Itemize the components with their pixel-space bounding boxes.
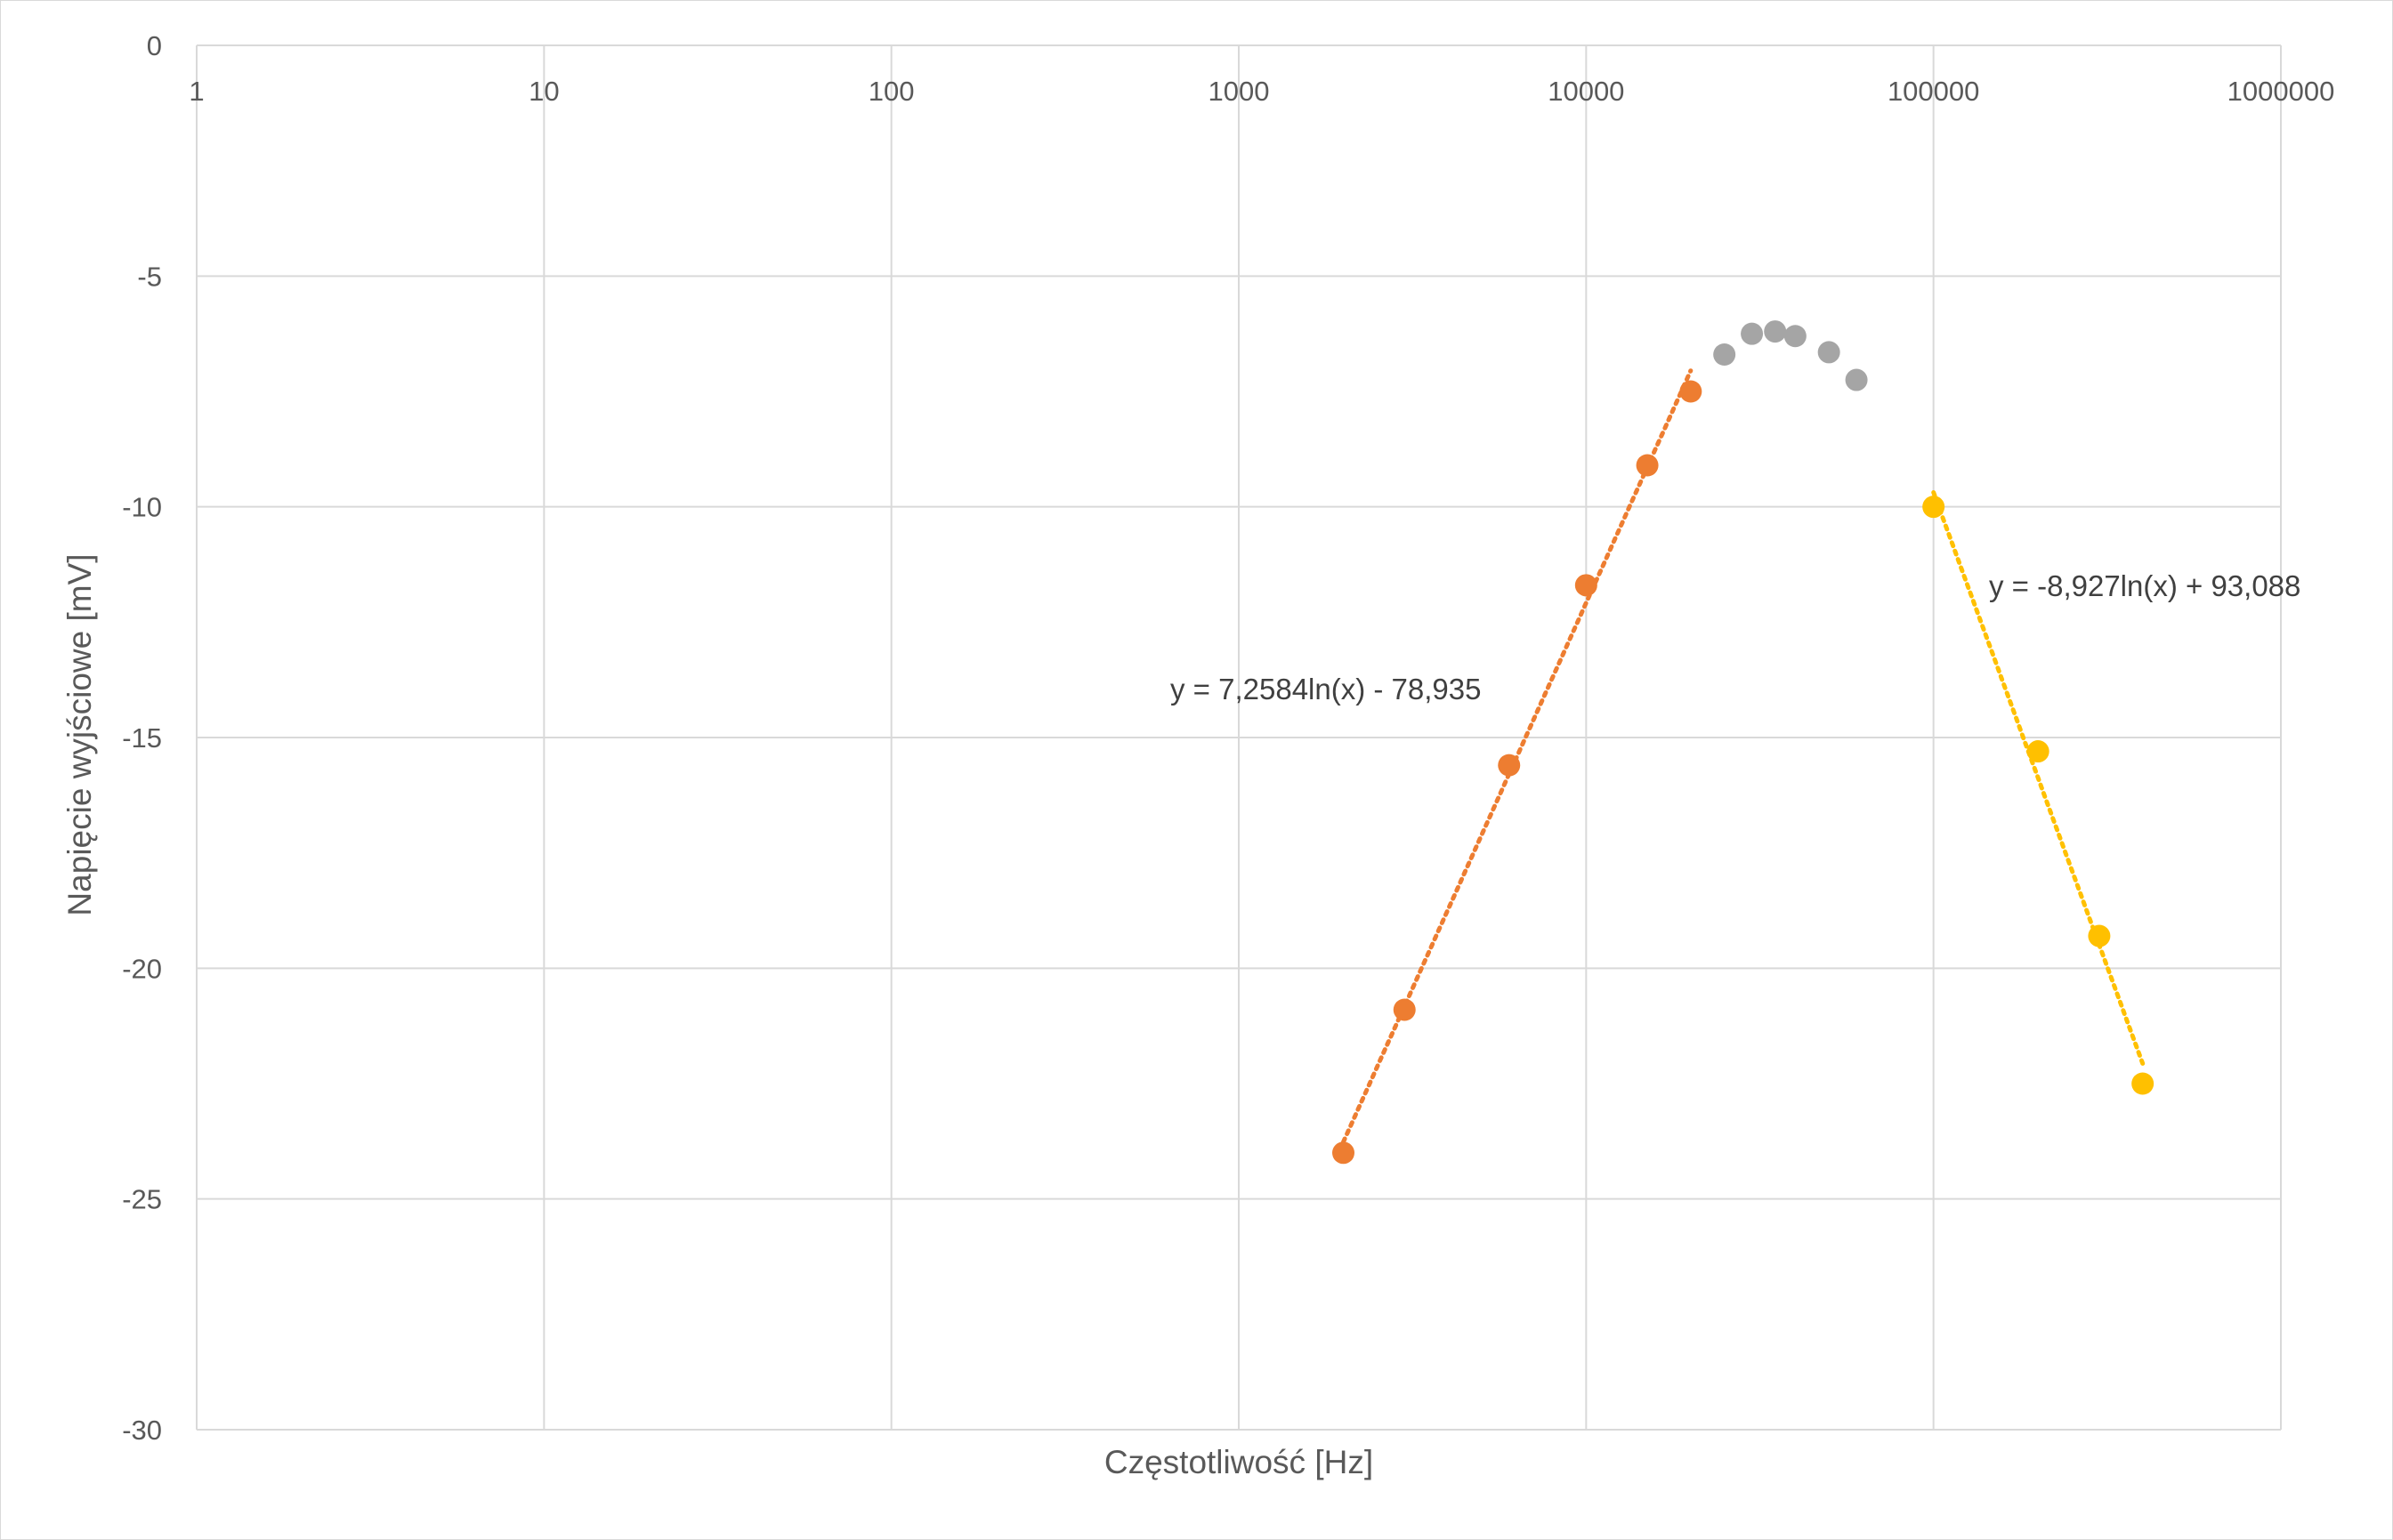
data-points — [1332, 320, 2155, 1165]
data-point-series-0 — [1574, 574, 1597, 597]
data-point-series-0 — [1498, 754, 1521, 777]
data-point-series-1 — [1741, 322, 1764, 345]
trendline-equation-yellow: y = -8,927ln(x) + 93,088 — [1989, 569, 2300, 602]
trendline-series-0 — [1341, 368, 1694, 1145]
trendline-equation-orange: y = 7,2584ln(x) - 78,935 — [1170, 673, 1481, 705]
data-point-series-0 — [1332, 1141, 1355, 1165]
data-point-series-2 — [2026, 740, 2049, 763]
y-tick-label: -25 — [122, 1184, 162, 1215]
y-tick-label: -20 — [122, 953, 162, 984]
data-point-series-2 — [2088, 924, 2111, 947]
x-tick-label: 1000000 — [2227, 76, 2335, 107]
data-point-series-1 — [1764, 320, 1787, 343]
x-tick-label: 1000 — [1209, 76, 1270, 107]
x-axis-title: Częstotliwość [Hz] — [1104, 1444, 1373, 1480]
x-tick-label: 100 — [869, 76, 915, 107]
gridlines — [196, 44, 2282, 1431]
data-point-series-0 — [1679, 380, 1702, 403]
data-point-series-1 — [1845, 368, 1868, 391]
x-tick-label: 1 — [189, 76, 204, 107]
tick-labels: 1 10 100 1000 10000 100000 1000000 0 -5 -10 -15 -20… — [122, 30, 2334, 1446]
data-point-series-2 — [2131, 1072, 2155, 1095]
y-tick-label: -30 — [122, 1415, 162, 1446]
y-tick-label: 0 — [147, 30, 162, 61]
y-tick-label: -10 — [122, 492, 162, 523]
data-point-series-1 — [1713, 343, 1736, 367]
data-point-series-0 — [1636, 454, 1659, 477]
x-tick-label: 100000 — [1888, 76, 1979, 107]
trendline-series-2 — [1931, 490, 2146, 1066]
y-tick-label: -5 — [137, 261, 162, 292]
trendlines — [1341, 368, 2146, 1145]
x-tick-label: 10000 — [1548, 76, 1624, 107]
y-axis-title: Napięcie wyjściowe [mV] — [61, 553, 98, 915]
data-point-series-2 — [1922, 496, 1945, 519]
x-tick-label: 10 — [529, 76, 559, 107]
data-point-series-0 — [1393, 998, 1416, 1021]
data-point-series-1 — [1817, 341, 1840, 364]
y-tick-label: -15 — [122, 722, 162, 754]
data-point-series-1 — [1783, 325, 1807, 348]
